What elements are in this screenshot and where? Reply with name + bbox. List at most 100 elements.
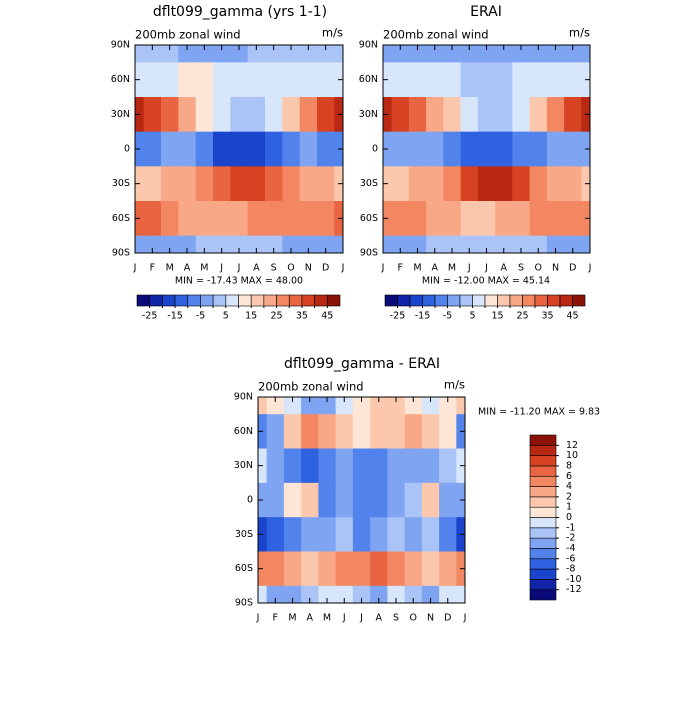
- y-tick-label: 0: [372, 144, 378, 155]
- field-cell: [301, 414, 319, 449]
- field-cell: [283, 551, 302, 587]
- field-cell: [283, 585, 302, 603]
- field-cell: [247, 45, 266, 63]
- colorbar-box: [263, 294, 277, 307]
- field-cell: [143, 201, 162, 237]
- field-cell: [135, 45, 145, 63]
- field-cell: [512, 45, 531, 63]
- colorbar-box: [529, 475, 557, 487]
- colorbar-label: -15: [415, 311, 431, 322]
- field-cell: [299, 131, 318, 167]
- field-cell: [460, 45, 479, 63]
- field-cell: [247, 97, 266, 133]
- colorbar-box: [301, 294, 315, 307]
- field-cell: [529, 201, 548, 237]
- field-cell: [265, 131, 283, 167]
- y-tick-label: 30S: [360, 178, 378, 189]
- field-cell: [512, 62, 531, 98]
- field-cell: [247, 131, 266, 167]
- x-tick-label: J: [219, 263, 223, 274]
- field-cell: [370, 397, 388, 415]
- x-tick-label: J: [484, 263, 488, 274]
- x-tick-label: D: [569, 263, 576, 274]
- field-cell: [546, 201, 565, 237]
- field-cell: [299, 166, 318, 202]
- field-cell: [266, 482, 285, 518]
- x-tick-label: N: [427, 613, 434, 624]
- field-cell: [318, 414, 337, 449]
- field-cell: [426, 235, 444, 253]
- field-cell: [230, 235, 249, 253]
- colorbar-box: [238, 294, 252, 307]
- colorbar-label: 4: [566, 481, 572, 492]
- field-cell: [283, 482, 302, 518]
- field-cell: [477, 235, 496, 253]
- x-tick-label: F: [150, 263, 155, 274]
- x-tick-label: J: [359, 613, 363, 624]
- field-cell: [352, 517, 371, 552]
- field-cell: [529, 62, 548, 98]
- field-cell: [439, 585, 457, 603]
- colorbar-box: [529, 558, 557, 570]
- field-cell: [426, 45, 444, 63]
- colorbar-box: [422, 294, 436, 307]
- x-tick-label: O: [410, 613, 417, 624]
- colorbar-box: [288, 294, 303, 307]
- colorbar-box: [174, 294, 189, 307]
- colorbar-label: 8: [566, 460, 572, 471]
- field-cell: [439, 517, 457, 552]
- field-cell: [161, 201, 179, 237]
- field-cell: [512, 166, 531, 202]
- field-cell: [370, 517, 388, 552]
- field-cell: [301, 517, 319, 552]
- field-cell: [477, 201, 496, 237]
- field-cell: [195, 201, 214, 237]
- y-tick-label: 30N: [111, 109, 130, 120]
- y-tick-label: 90S: [235, 598, 253, 609]
- field-cell: [443, 201, 462, 237]
- contour-field: [258, 397, 465, 603]
- field-cell: [404, 448, 423, 484]
- colorbar-label: 5: [469, 311, 475, 322]
- field-cell: [370, 448, 388, 484]
- colorbar-box: [572, 294, 586, 307]
- field-cell: [178, 62, 197, 98]
- colorbar-box: [384, 294, 398, 307]
- colorbar-box: [529, 517, 557, 529]
- field-cell: [546, 97, 565, 133]
- field-cell: [178, 235, 197, 253]
- field-cell: [161, 131, 179, 167]
- field-cell: [266, 397, 285, 415]
- field-cell: [299, 45, 318, 63]
- field-cell: [387, 517, 406, 552]
- field-cell: [301, 397, 319, 415]
- field-cell: [301, 482, 319, 518]
- field-cell: [195, 62, 214, 98]
- field-cell: [143, 97, 162, 133]
- field-cell: [564, 131, 582, 167]
- field-cell: [195, 131, 214, 167]
- field-cell: [391, 235, 410, 253]
- field-cell: [529, 45, 548, 63]
- field-cell: [460, 166, 479, 202]
- y-tick-label: 60N: [234, 426, 253, 437]
- y-tick-label: 90S: [360, 248, 378, 259]
- field-cell: [439, 482, 457, 518]
- field-cell: [352, 482, 371, 518]
- field-cell: [266, 585, 285, 603]
- colorbar-label: 2: [566, 491, 572, 502]
- field-cell: [213, 62, 231, 98]
- field-cell: [408, 201, 427, 237]
- field-cell: [143, 235, 162, 253]
- field-cell: [282, 201, 301, 237]
- field-cell: [317, 166, 335, 202]
- field-cell: [546, 45, 565, 63]
- colorbar-box: [529, 455, 557, 467]
- field-cell: [318, 448, 337, 484]
- field-cell: [195, 166, 214, 202]
- field-cell: [265, 166, 283, 202]
- x-tick-label: M: [413, 263, 421, 274]
- field-cell: [317, 97, 335, 133]
- field-cell: [477, 45, 496, 63]
- field-cell: [301, 448, 319, 484]
